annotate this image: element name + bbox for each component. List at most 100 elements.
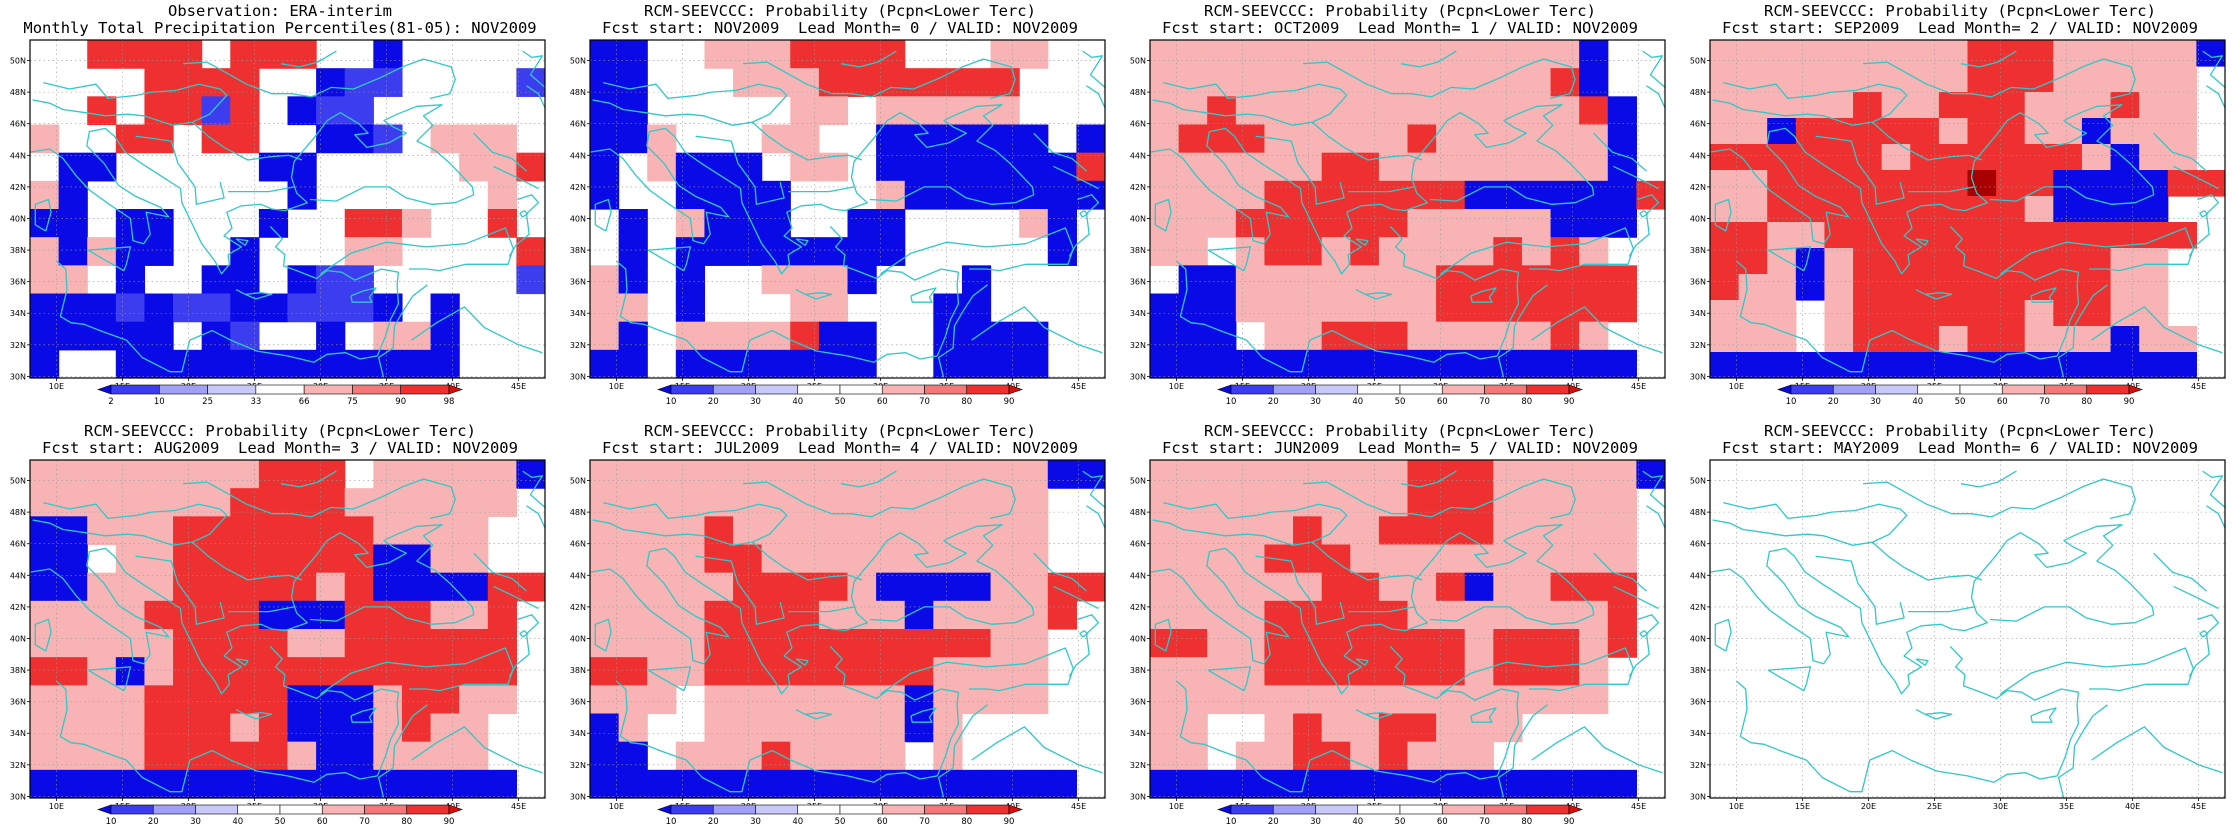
lat-tick-label: 42N [570,603,586,612]
heatmap-cell [818,349,849,378]
heatmap-cell [1378,96,1409,126]
coastline [1497,704,1548,798]
coastline [2206,505,2225,529]
lat-tick-label: 32N [1690,341,1706,350]
heatmap-cell [1321,180,1351,210]
heatmap-cell [1579,349,1609,378]
heatmap-cell [2167,170,2197,197]
heatmap-cell [1293,600,1323,630]
map-plot: 10E15E20E25E30E35E40E45E30N32N34N36N38N4… [570,459,1106,827]
heatmap-cell [618,124,648,154]
heatmap-cell [961,685,992,715]
heatmap-cell [1579,629,1609,658]
coastline [1311,541,1423,581]
heatmap-cell [430,629,460,658]
heatmap-cell [1235,600,1266,630]
heatmap-cell [1407,293,1437,323]
lat-tick-label: 50N [10,57,26,66]
heatmap-cell [1938,326,1969,353]
colorbar-segment [924,804,968,815]
heatmap-cell [1767,222,1797,249]
heatmap-cell [459,516,489,546]
lon-tick-label: 10E [49,802,64,811]
lat-tick-label: 40N [1130,214,1146,223]
colorbar-label: 20 [148,817,159,827]
heatmap-cell [1350,460,1380,489]
heatmap-cell [30,600,60,630]
heatmap-cell [2053,352,2083,378]
heatmap-cell [1550,488,1580,517]
heatmap-cell [1521,293,1552,323]
panel-title: RCM-SEEVCCC: Probability (Pcpn<Lower Ter… [1764,2,2156,20]
coastline [1767,246,1812,272]
colorbar-label: 60 [877,397,888,407]
heatmap-cell [1579,124,1609,154]
heatmap-cell [1178,68,1208,97]
heatmap-cell [1235,544,1266,574]
heatmap-cell [2139,196,2169,223]
heatmap-cell [647,488,677,517]
coastline [615,225,960,373]
heatmap-cell [790,516,820,546]
heatmap-cell [1910,118,1940,145]
heatmap-cell [675,237,706,266]
heatmap-cell [30,685,60,715]
heatmap-cell [733,769,763,798]
colorbar-label: 90 [1004,817,1015,827]
heatmap-cell [847,769,877,798]
heatmap-cell [1264,237,1294,266]
heatmap-cell [1321,460,1351,489]
heatmap-cell [344,237,374,266]
heatmap-cell [1019,321,1049,351]
heatmap-cell [1235,180,1266,210]
heatmap-cell [990,180,1020,210]
heatmap-cell [459,629,489,658]
heatmap-cell [230,713,260,743]
heatmap-cell [818,629,849,658]
heatmap-cell [2081,170,2112,197]
colorbar-segment [881,384,925,395]
heatmap-cell [1710,40,1740,67]
heatmap-cell [1378,293,1409,323]
heatmap-cell [1824,300,1854,327]
lat-tick-label: 34N [10,729,26,738]
heatmap-cell [1378,544,1409,574]
coastline [1207,666,1252,692]
coastline [55,225,400,373]
coastline [1207,246,1252,272]
heatmap-cell [590,544,620,574]
coastline [594,618,612,652]
panel-subtitle: Fcst start: MAY2009 Lead Month= 6 / VALI… [1722,439,2198,457]
lat-tick-label: 42N [1130,603,1146,612]
heatmap-cell [173,741,203,771]
lat-tick-label: 40N [570,634,586,643]
heatmap-cell [876,741,906,771]
heatmap-cell [1321,629,1351,658]
colorbar-label: 20 [708,817,719,827]
coastline [1735,225,2080,373]
heatmap-cell [230,544,260,574]
heatmap-cell [1493,600,1523,630]
heatmap-cell [230,265,260,295]
heatmap-cell [1178,265,1208,295]
heatmap-cell [230,124,260,154]
colorbar-segment [2128,384,2143,395]
colorbar-segment [448,804,463,815]
heatmap-cell [990,460,1020,489]
heatmap-cell [1767,66,1797,93]
heatmap-cell [1795,352,1826,378]
heatmap-cell [1150,96,1180,126]
heatmap-cell [459,572,489,602]
heatmap-cell [144,600,174,630]
heatmap-cell [230,293,260,323]
heatmap-cell [2139,118,2169,145]
lon-tick-label: 45E [2191,802,2206,811]
coastline [30,104,475,275]
heatmap-cell [1207,321,1237,351]
heatmap-cell [1378,713,1409,743]
lat-tick-label: 44N [1690,151,1706,160]
coastline [1033,132,1087,172]
heatmap-cell [933,572,963,602]
heatmap-cell [1853,196,1883,223]
heatmap-cell [961,600,992,630]
